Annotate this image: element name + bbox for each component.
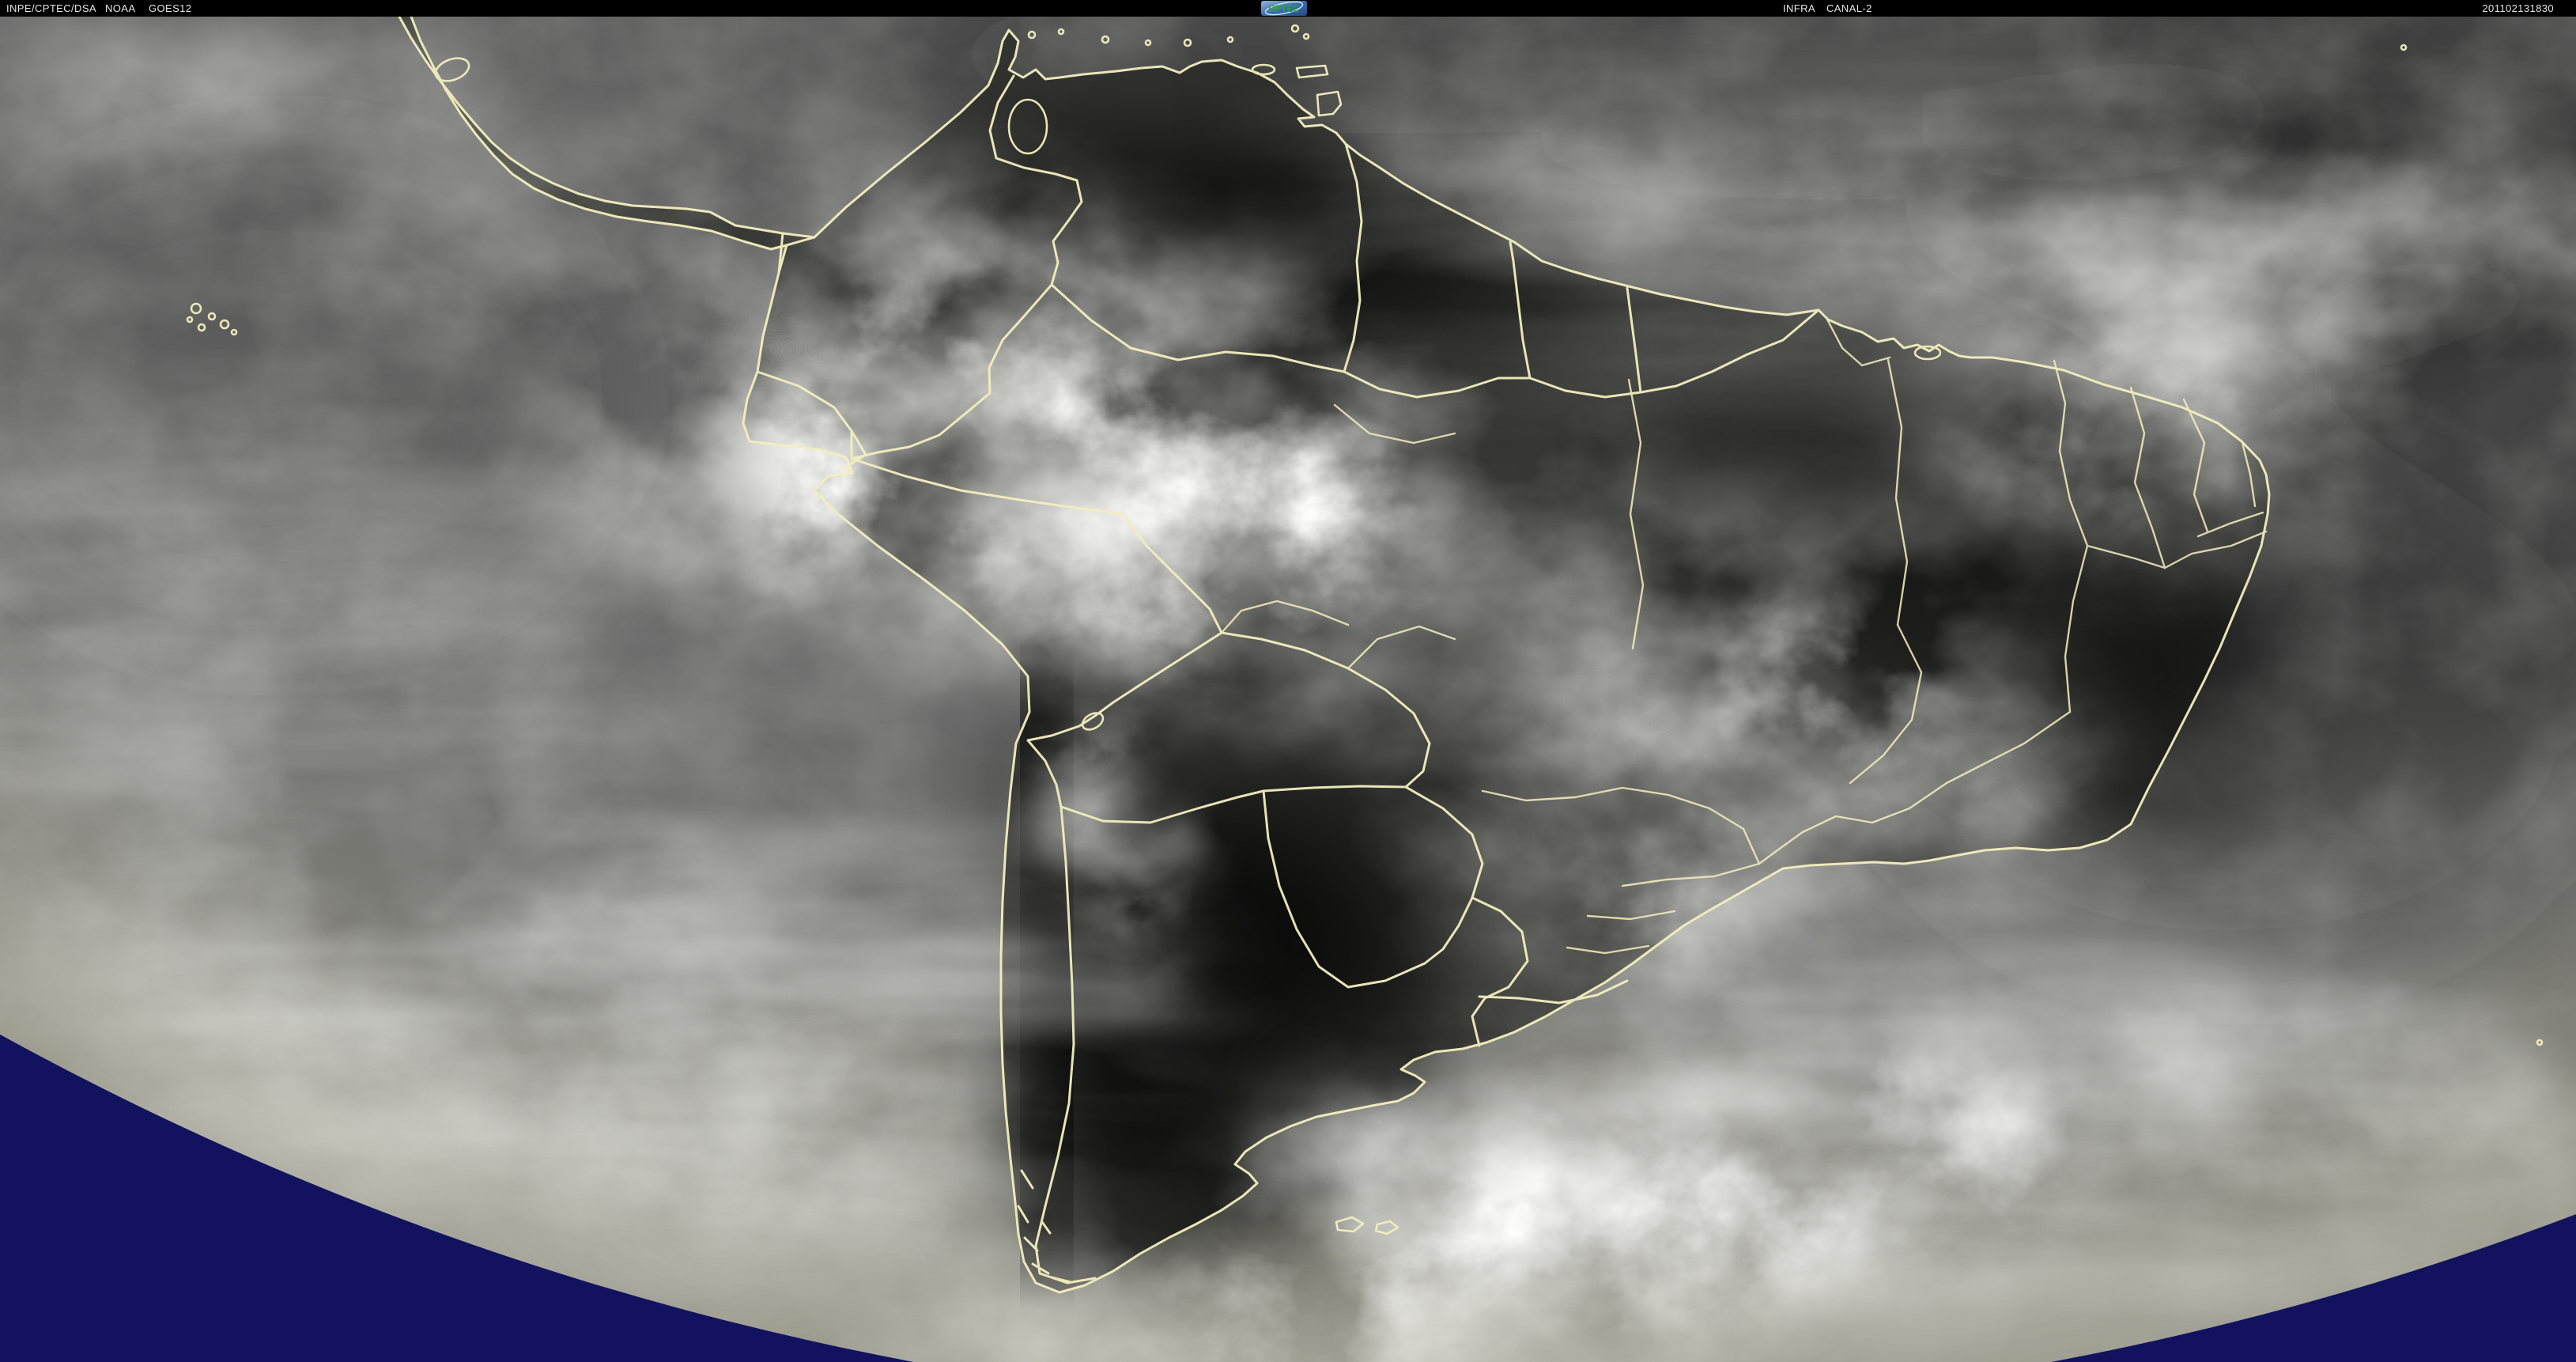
cptec-logo: CPTEC — [1261, 1, 1307, 16]
border-frenchguiana-brazil — [1639, 308, 1820, 394]
border-peru-brazil — [1121, 513, 1223, 634]
border-ecuador-peru — [838, 429, 867, 472]
cptec-logo-text: CPTEC — [1269, 5, 1300, 14]
border-colombia-ecuador — [756, 370, 853, 460]
brazil-state-borders — [1220, 316, 2268, 955]
marajo-island — [1913, 345, 1942, 361]
border-venezuela-brazil — [1050, 283, 1346, 373]
agency-label: INPE/CPTEC/DSA — [6, 2, 96, 14]
header-bar: INPE/CPTEC/DSA NOAA GOES12 CPTEC INFRA C… — [0, 0, 2576, 17]
satellite-label: GOES12 — [149, 2, 192, 14]
border-chile-argentina — [1034, 805, 1097, 1284]
border-argentina-brazil — [1471, 896, 1529, 1047]
channel-label: CANAL-2 — [1826, 2, 1872, 14]
border-colombia-venezuela — [988, 74, 1083, 286]
border-peru-bolivia — [1026, 631, 1223, 742]
cloud-layer-bright-cores — [0, 17, 2576, 1362]
border-guyana-brazil — [1343, 370, 1532, 399]
band-label: INFRA — [1783, 2, 1815, 14]
falkland-islands — [1335, 1216, 1399, 1235]
country-borders — [756, 74, 1820, 1284]
trinidad-island — [1316, 90, 1343, 117]
lake-maracaibo — [1007, 98, 1048, 155]
political-borders — [186, 15, 2544, 1294]
border-bolivia-argentina — [1059, 789, 1265, 824]
galapagos-islands — [186, 302, 238, 336]
border-suriname-brazil — [1528, 376, 1642, 399]
border-bolivia-paraguay — [1262, 785, 1407, 793]
border-suriname-frenchguiana — [1626, 286, 1642, 394]
lesser-antilles — [1027, 24, 1310, 47]
border-venezuela-guyana — [1343, 142, 1363, 373]
border-guyana-suriname — [1509, 240, 1532, 380]
border-paraguay-brazil — [1404, 785, 1484, 965]
border-bolivia-brazil — [1220, 631, 1431, 789]
lake-nicaragua — [434, 57, 470, 82]
border-brazil-uruguay — [1478, 979, 1629, 1004]
margarita-island — [1251, 63, 1276, 76]
border-bolivia-chile — [1026, 739, 1063, 808]
lake-titicaca — [1081, 712, 1105, 731]
border-paraguay-argentina — [1262, 789, 1426, 989]
timestamp-label: 201102131830 — [2482, 2, 2554, 14]
coastlines — [398, 15, 2271, 1294]
border-panama-colombia — [777, 232, 784, 274]
islands-and-lakes — [186, 24, 2544, 1235]
noaa-label: NOAA — [105, 2, 136, 14]
border-colombia-brazil — [988, 283, 1053, 395]
